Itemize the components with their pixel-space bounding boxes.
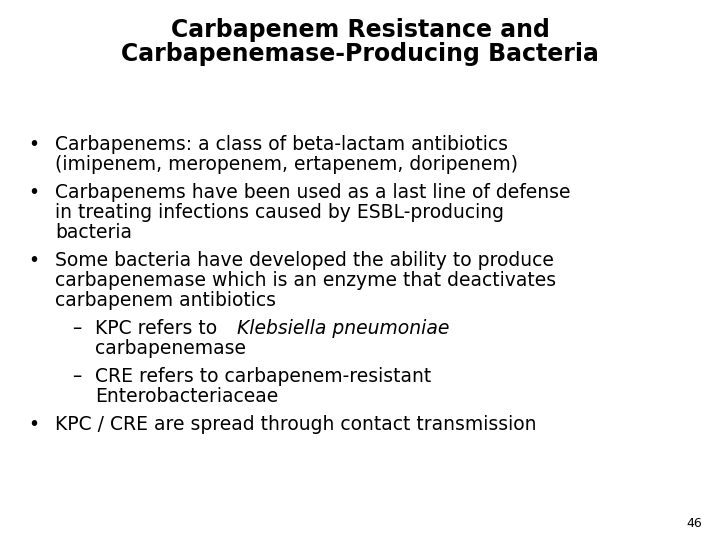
Text: in treating infections caused by ESBL-producing: in treating infections caused by ESBL-pr…: [55, 203, 504, 222]
Text: KPC / CRE are spread through contact transmission: KPC / CRE are spread through contact tra…: [55, 415, 536, 434]
Text: CRE refers to carbapenem-resistant: CRE refers to carbapenem-resistant: [95, 367, 431, 386]
Text: Carbapenem Resistance and: Carbapenem Resistance and: [171, 18, 549, 42]
Text: carbapenemase: carbapenemase: [95, 339, 246, 358]
Text: Carbapenems: a class of beta-lactam antibiotics: Carbapenems: a class of beta-lactam anti…: [55, 135, 508, 154]
Text: carbapenemase which is an enzyme that deactivates: carbapenemase which is an enzyme that de…: [55, 271, 556, 290]
Text: •: •: [28, 183, 39, 202]
Text: –: –: [72, 319, 81, 338]
Text: bacteria: bacteria: [55, 223, 132, 242]
Text: 46: 46: [686, 517, 702, 530]
Text: (imipenem, meropenem, ertapenem, doripenem): (imipenem, meropenem, ertapenem, doripen…: [55, 155, 518, 174]
Text: Klebsiella pneumoniae: Klebsiella pneumoniae: [237, 319, 449, 338]
Text: •: •: [28, 415, 39, 434]
Text: Carbapenems have been used as a last line of defense: Carbapenems have been used as a last lin…: [55, 183, 570, 202]
Text: Some bacteria have developed the ability to produce: Some bacteria have developed the ability…: [55, 251, 554, 270]
Text: KPC refers to: KPC refers to: [95, 319, 223, 338]
Text: •: •: [28, 251, 39, 270]
Text: carbapenem antibiotics: carbapenem antibiotics: [55, 291, 276, 310]
Text: Carbapenemase-Producing Bacteria: Carbapenemase-Producing Bacteria: [121, 42, 599, 66]
Text: Enterobacteriaceae: Enterobacteriaceae: [95, 387, 278, 406]
Text: •: •: [28, 135, 39, 154]
Text: –: –: [72, 367, 81, 386]
